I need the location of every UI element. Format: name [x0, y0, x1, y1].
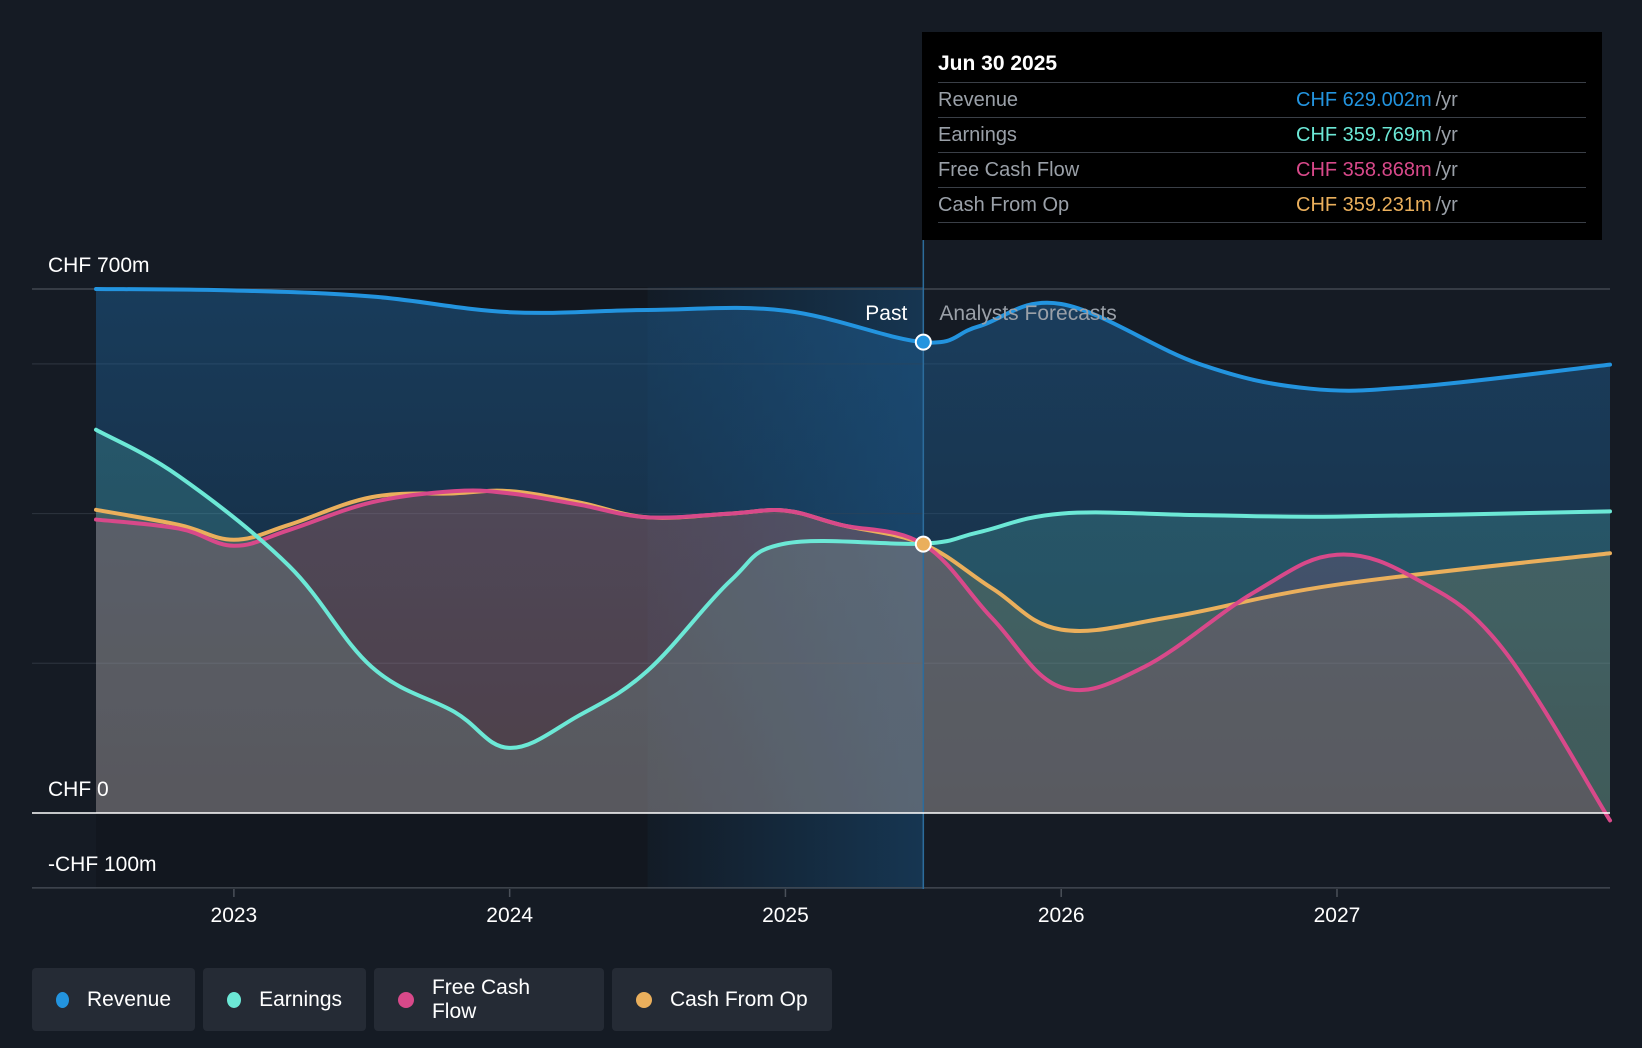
- legend-dot-icon: [636, 991, 652, 1008]
- legend-dot-icon: [227, 991, 242, 1008]
- tooltip-row-label: Earnings: [938, 123, 1017, 146]
- tooltip-row: Earnings CHF 359.769m/yr: [938, 117, 1586, 152]
- free-cash-flow-area: [96, 490, 1610, 821]
- y-tick-label: CHF 0: [48, 778, 109, 801]
- legend-item-cash-from-op[interactable]: Cash From Op: [612, 968, 832, 1031]
- legend: Revenue Earnings Free Cash Flow Cash From O…: [32, 968, 832, 1031]
- tooltip-row-value: CHF 359.231m/yr: [1296, 194, 1586, 217]
- tooltip-value-text: CHF 629.002m: [1296, 88, 1432, 111]
- tooltip-value-text: CHF 359.231m: [1296, 193, 1432, 216]
- cash-from-op-marker: [914, 535, 932, 553]
- tooltip-value-text: CHF 358.868m: [1296, 158, 1432, 181]
- tooltip-date: Jun 30 2025: [938, 52, 1058, 75]
- legend-dot-icon: [56, 991, 69, 1008]
- free-cash-flow-line: [94, 488, 1612, 823]
- earnings-line: [94, 427, 1612, 750]
- revenue-area: [96, 289, 1610, 813]
- tooltip-unit: /yr: [1435, 193, 1458, 216]
- y-tick-label: CHF 700m: [48, 254, 150, 277]
- cash-from-op-area: [96, 490, 1610, 813]
- revenue-marker: [914, 333, 932, 351]
- forecast-label: Analysts Forecasts: [939, 302, 1116, 325]
- tooltip-unit: /yr: [1435, 88, 1458, 111]
- tooltip-unit: /yr: [1435, 158, 1458, 181]
- tooltip-row-value: CHF 629.002m/yr: [1296, 89, 1586, 112]
- legend-label: Cash From Op: [670, 987, 808, 1011]
- legend-dot-icon: [398, 991, 414, 1008]
- tooltip-row: Cash From Op CHF 359.231m/yr: [938, 187, 1586, 223]
- tooltip-row-label: Free Cash Flow: [938, 158, 1080, 181]
- legend-label: Free Cash Flow: [431, 975, 531, 1023]
- tooltip-row-label: Cash From Op: [938, 193, 1070, 216]
- legend-item-free-cash-flow[interactable]: Free Cash Flow: [374, 968, 604, 1031]
- legend-label: Earnings: [259, 987, 342, 1011]
- tooltip-row: Free Cash Flow CHF 358.868m/yr: [938, 152, 1586, 187]
- revenue-line: [94, 287, 1612, 393]
- x-tick-label: 2027: [1314, 904, 1361, 927]
- x-tick-label: 2024: [486, 904, 533, 927]
- tooltip-value-text: CHF 359.769m: [1296, 123, 1432, 146]
- legend-label: Revenue: [86, 987, 171, 1011]
- tooltip-row-value: CHF 359.769m/yr: [1296, 124, 1586, 147]
- tooltip: Jun 30 2025 Revenue CHF 629.002m/yr Earnin…: [922, 32, 1602, 240]
- x-tick-label: 2026: [1038, 904, 1085, 927]
- y-tick-label: -CHF 100m: [48, 853, 157, 876]
- past-label: Past: [865, 302, 907, 325]
- tooltip-row-label: Revenue: [938, 88, 1019, 111]
- tooltip-row-value: CHF 358.868m/yr: [1296, 159, 1586, 182]
- x-tick-label: 2023: [211, 904, 258, 927]
- tooltip-unit: /yr: [1435, 123, 1458, 146]
- legend-item-earnings[interactable]: Earnings: [203, 968, 366, 1031]
- legend-item-revenue[interactable]: Revenue: [32, 968, 195, 1031]
- x-tick-label: 2025: [762, 904, 809, 927]
- earnings-area: [96, 429, 1610, 813]
- tooltip-row: Revenue CHF 629.002m/yr: [938, 82, 1586, 117]
